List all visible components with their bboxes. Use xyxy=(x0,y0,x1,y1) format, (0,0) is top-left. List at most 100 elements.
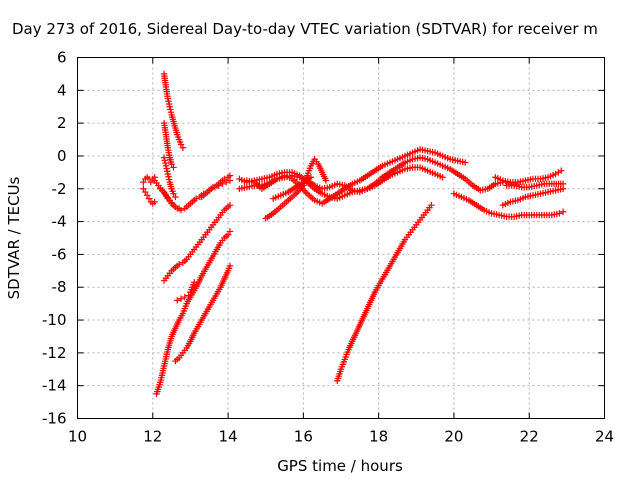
x-tick-label: 20 xyxy=(444,428,463,446)
data-point xyxy=(226,201,234,209)
data-point xyxy=(559,208,567,215)
y-tick-label: 0 xyxy=(57,147,67,165)
x-tick-label: 24 xyxy=(595,428,614,446)
data-point xyxy=(175,205,183,212)
data-point xyxy=(172,203,179,211)
data-point xyxy=(307,174,315,181)
data-point xyxy=(192,195,200,202)
data-point xyxy=(179,144,187,151)
data-series xyxy=(140,185,158,207)
data-point xyxy=(556,210,563,217)
data-point xyxy=(221,175,228,183)
y-tick-label: 2 xyxy=(57,114,67,132)
y-tick-label: -8 xyxy=(52,278,67,296)
data-series xyxy=(198,172,234,201)
data-point xyxy=(143,192,151,199)
data-series xyxy=(172,262,234,365)
y-tick-label: -14 xyxy=(42,377,67,395)
data-point xyxy=(175,261,183,268)
data-point xyxy=(226,228,234,235)
data-series xyxy=(160,119,177,171)
data-point xyxy=(165,98,172,105)
data-point xyxy=(170,190,177,197)
x-axis-label: GPS time / hours xyxy=(277,457,403,475)
y-tick-label: -16 xyxy=(42,410,67,428)
data-point xyxy=(222,179,230,186)
x-tick-label: 12 xyxy=(143,428,162,446)
data-series xyxy=(174,279,198,304)
data-point xyxy=(168,160,175,168)
data-point xyxy=(167,106,174,113)
data-point xyxy=(161,157,168,164)
data-series xyxy=(450,190,567,220)
data-point xyxy=(164,95,172,102)
data-layer xyxy=(140,70,567,398)
data-point xyxy=(147,179,155,186)
y-tick-label: -10 xyxy=(42,311,67,329)
x-tick-labels: 10 12 14 16 18 20 22 24 xyxy=(68,428,614,446)
plot-frame xyxy=(77,57,605,419)
data-series xyxy=(140,174,158,186)
data-series xyxy=(157,185,183,212)
data-point xyxy=(162,159,169,167)
data-point xyxy=(165,173,172,180)
data-point xyxy=(142,188,149,196)
data-point xyxy=(174,297,181,304)
y-tick-label: -2 xyxy=(52,180,67,198)
data-series xyxy=(160,201,234,284)
data-point xyxy=(558,167,565,174)
data-point xyxy=(162,162,170,169)
data-point xyxy=(165,100,173,108)
data-point xyxy=(181,293,188,301)
data-point xyxy=(322,177,330,184)
data-series xyxy=(153,228,234,398)
x-tick-label: 16 xyxy=(294,428,313,446)
grid xyxy=(77,57,605,419)
data-point xyxy=(439,174,446,181)
data-point xyxy=(177,295,185,302)
data-point xyxy=(164,170,172,178)
data-point xyxy=(226,172,234,179)
ticks xyxy=(77,57,605,419)
data-point xyxy=(177,141,185,148)
data-point xyxy=(190,279,198,286)
chart-title: Day 273 of 2016, Sidereal Day-to-day VTE… xyxy=(12,20,598,38)
data-point xyxy=(164,168,171,175)
data-point xyxy=(172,193,179,201)
data-point xyxy=(224,231,232,238)
data-series xyxy=(503,180,567,191)
data-point xyxy=(140,185,147,192)
x-tick-label: 18 xyxy=(369,428,388,446)
data-point xyxy=(140,179,147,186)
y-tick-labels: -16 -14 -12 -10 -8 -6 -4 -2 0 2 4 6 xyxy=(42,49,67,428)
data-point xyxy=(462,159,469,166)
data-point xyxy=(428,201,435,209)
data-point xyxy=(209,183,217,191)
data-series xyxy=(334,201,435,384)
x-tick-label: 22 xyxy=(520,428,539,446)
data-point xyxy=(226,262,234,270)
data-series xyxy=(236,154,507,196)
y-axis-label: SDTVAR / TECUs xyxy=(5,176,23,299)
data-point xyxy=(167,108,175,116)
y-tick-label: 4 xyxy=(57,81,67,99)
data-series xyxy=(499,185,567,209)
x-tick-label: 14 xyxy=(219,428,238,446)
x-tick-label: 10 xyxy=(68,428,87,446)
data-point xyxy=(165,176,173,183)
data-point xyxy=(170,164,177,171)
data-series xyxy=(492,167,565,186)
data-point xyxy=(160,154,168,161)
data-series xyxy=(160,70,187,151)
data-point xyxy=(151,198,158,206)
data-series xyxy=(270,174,315,202)
data-series xyxy=(160,154,179,201)
data-point xyxy=(559,180,567,188)
y-tick-label: -4 xyxy=(52,213,67,231)
data-point xyxy=(166,103,173,110)
y-tick-label: 6 xyxy=(57,49,67,67)
data-point xyxy=(163,165,170,172)
data-point xyxy=(145,195,153,202)
y-tick-label: -6 xyxy=(52,245,67,263)
